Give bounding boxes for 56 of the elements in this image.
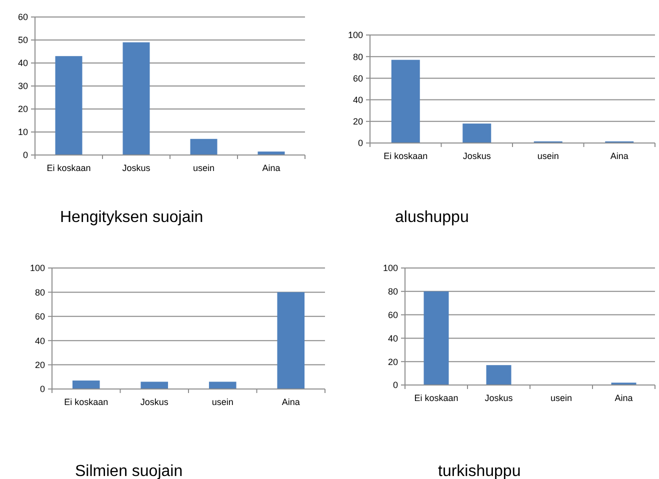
y-tick-label: 60 [388,310,398,320]
y-tick-label: 60 [18,12,28,22]
text: turkishuppu [438,463,521,479]
y-tick-label: 0 [40,384,45,394]
y-tick-label: 20 [34,360,45,370]
y-tick-label: 100 [348,30,363,40]
y-tick-label: 10 [18,127,28,138]
y-tick-label: 20 [352,116,363,127]
y-tick-label: 0 [358,138,363,148]
x-tick-label: Joskus [140,397,169,407]
y-tick-label: 80 [34,287,45,298]
x-tick-label: Aina [282,397,300,407]
x-tick-label: usein [192,163,215,173]
y-tick-label: 40 [388,333,398,344]
y-tick-label: 50 [18,35,28,46]
y-tick-label: 30 [18,81,28,92]
x-tick-label: Joskus [484,393,514,403]
bar [391,60,420,143]
text: Silmien suojain [75,463,183,479]
bar [462,124,492,143]
bar [190,138,218,155]
bar [424,291,449,385]
x-tick-label: Aina [614,393,633,403]
y-tick-label: 100 [30,263,45,274]
x-tick-label: usein [550,393,572,403]
text: Hengityksen suojain [60,209,204,226]
x-tick-label: Ei koskaan [46,163,91,173]
x-tick-label: usein [537,151,559,161]
bar [208,382,236,389]
x-tick-label: Aina [610,151,628,161]
x-tick-label: usein [212,397,234,407]
y-tick-label: 100 [382,263,398,274]
y-tick-label: 40 [34,336,45,346]
x-tick-label: Joskus [122,163,151,173]
bar [122,42,150,155]
bar [277,292,305,389]
x-tick-label: Joskus [462,151,492,161]
y-tick-label: 20 [388,356,398,367]
x-tick-label: Ei koskaan [414,393,458,403]
y-tick-label: 60 [34,312,45,322]
y-tick-label: 40 [18,58,28,68]
y-tick-label: 20 [18,104,28,114]
bar [140,382,168,389]
y-tick-label: 0 [392,380,398,390]
y-tick-label: 80 [388,286,398,297]
y-tick-label: 80 [352,52,363,62]
y-tick-label: 60 [352,73,363,84]
text: alushuppu [395,209,469,226]
y-tick-label: 0 [22,150,28,160]
x-tick-label: Aina [262,163,280,173]
bar [55,56,82,155]
y-tick-label: 40 [352,94,363,105]
bar [72,380,100,389]
x-tick-label: Ei koskaan [384,151,428,161]
bar [486,365,512,385]
x-tick-label: Ei koskaan [64,397,108,407]
